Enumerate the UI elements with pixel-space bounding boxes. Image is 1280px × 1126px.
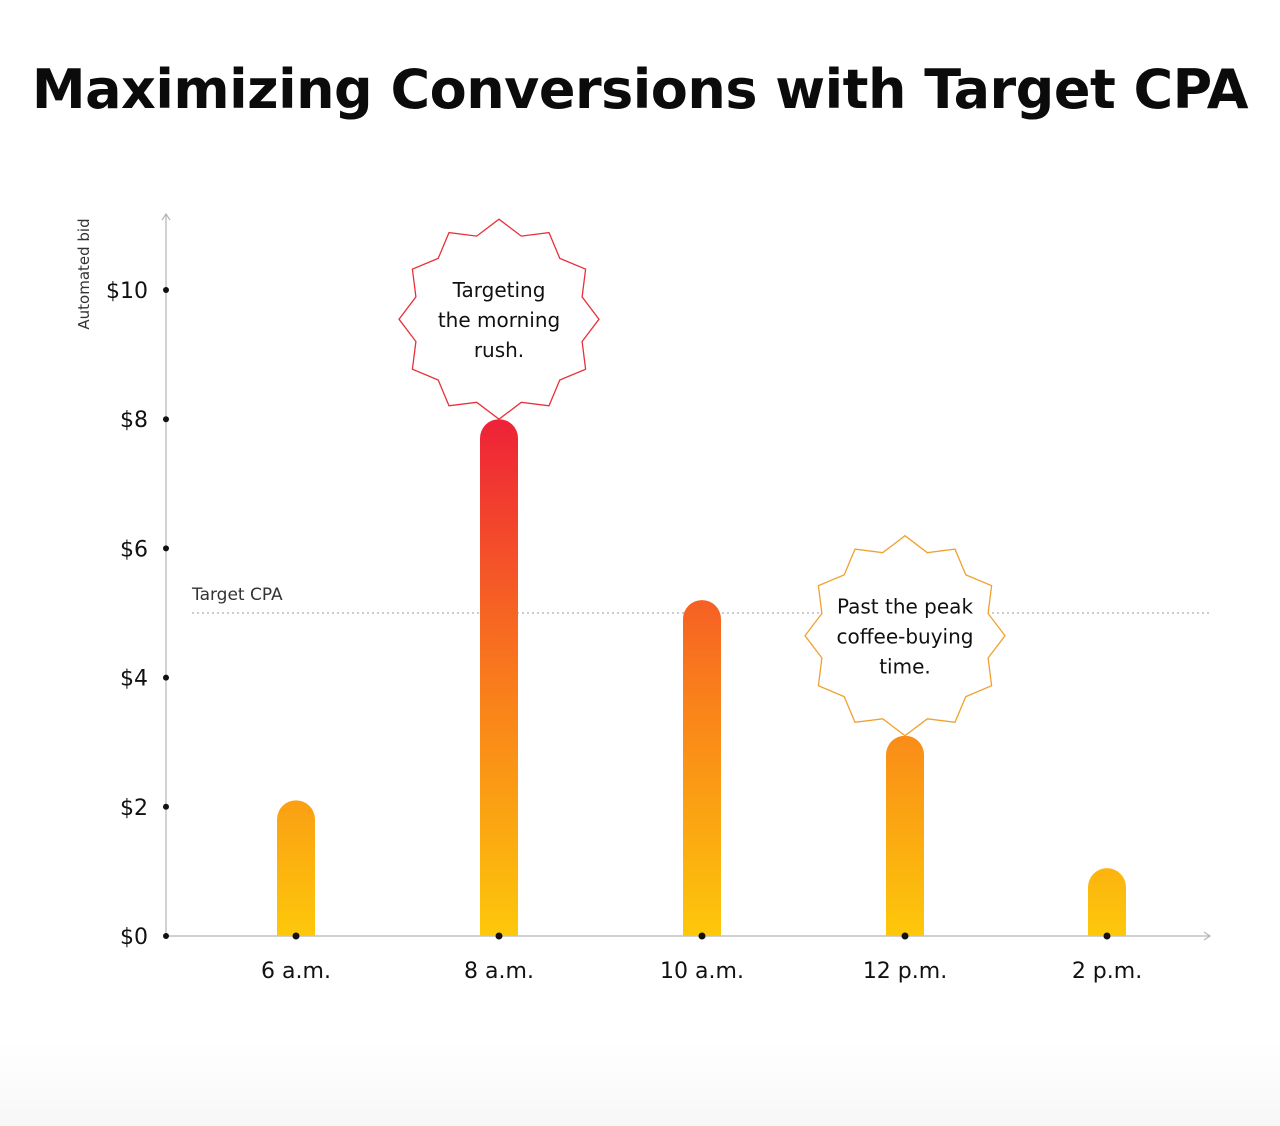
x-tick-dot <box>1103 932 1111 940</box>
y-tick-label: $8 <box>120 408 148 433</box>
y-tick-dot <box>163 803 169 810</box>
x-tick-label: 6 a.m. <box>261 959 331 984</box>
bar-0 <box>277 800 315 936</box>
x-tick-dot <box>292 932 300 940</box>
bar-4 <box>1088 868 1126 936</box>
bar-2 <box>683 600 721 936</box>
x-tick-label: 8 a.m. <box>464 959 534 984</box>
bar-1 <box>480 419 518 936</box>
callout-text: time. <box>879 655 931 679</box>
callout-text: rush. <box>474 338 524 362</box>
bottom-fade <box>0 1040 1280 1126</box>
y-axis-arrow-icon <box>161 212 171 221</box>
y-tick-label: $2 <box>120 796 148 821</box>
y-tick-dot <box>163 545 169 552</box>
y-tick-dot <box>163 287 169 293</box>
bar-3 <box>886 735 924 936</box>
y-axis-label: Automated bid <box>75 218 93 329</box>
x-tick-label: 10 a.m. <box>660 959 744 984</box>
x-tick-dot <box>698 932 706 940</box>
y-tick-label: $10 <box>106 279 148 304</box>
target-cpa-label: Target CPA <box>191 585 283 605</box>
callout-text: coffee-buying <box>837 625 974 649</box>
callout-text: Targeting <box>452 278 546 302</box>
x-tick-label: 2 p.m. <box>1072 959 1142 984</box>
callout-burst-1 <box>804 534 1006 737</box>
x-tick-label: 12 p.m. <box>863 959 947 984</box>
y-tick-label: $6 <box>120 537 148 562</box>
y-tick-label: $0 <box>120 925 148 950</box>
callout-text: the morning <box>438 308 560 332</box>
y-tick-dot <box>163 933 169 939</box>
callout-text: Past the peak <box>837 595 973 619</box>
y-tick-label: $4 <box>120 667 148 692</box>
callout-burst-0 <box>398 218 600 421</box>
chart-title: Maximizing Conversions with Target CPA <box>31 58 1249 121</box>
x-axis-arrow-icon <box>1203 931 1212 941</box>
x-tick-dot <box>495 932 503 940</box>
y-tick-dot <box>163 674 169 681</box>
y-tick-dot <box>163 416 169 423</box>
x-tick-dot <box>901 932 909 940</box>
